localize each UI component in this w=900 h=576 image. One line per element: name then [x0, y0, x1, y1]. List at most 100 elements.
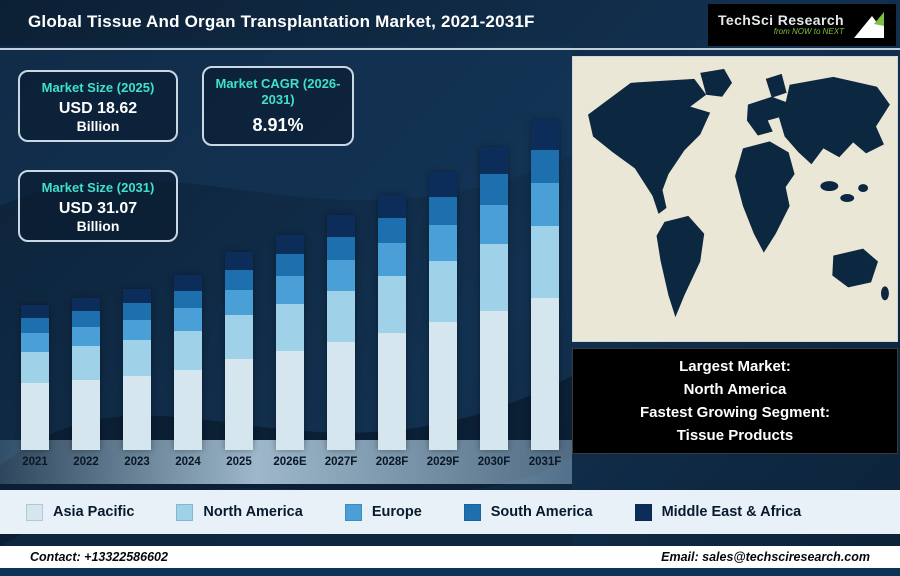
bar-segment-south-america — [429, 196, 457, 225]
bar-segment-south-america — [72, 311, 100, 327]
bar-segment-europe — [123, 319, 151, 341]
page-title: Global Tissue And Organ Transplantation … — [28, 12, 535, 31]
bar-segment-north-america — [123, 340, 151, 376]
stat-value: USD 31.07 — [58, 200, 138, 218]
bar-segment-north-america — [72, 346, 100, 380]
x-axis-label: 2026E — [273, 456, 307, 468]
bar-segment-south-america — [123, 303, 151, 320]
bar-column: 2027F — [318, 215, 364, 472]
x-axis-label: 2021 — [22, 456, 48, 468]
bar-segment-middle-east-africa — [225, 252, 253, 271]
legend-swatch-icon — [344, 503, 362, 521]
bar-segment-europe — [276, 275, 304, 304]
bar-segment-north-america — [225, 315, 253, 360]
bar-segment-europe — [72, 326, 100, 347]
bar-segment-middle-east-africa — [276, 234, 304, 255]
stat-label: Market CAGR (2026-2031) — [215, 76, 341, 108]
bar-segment-north-america — [327, 290, 355, 343]
legend-swatch-icon — [176, 503, 194, 521]
bar-segment-middle-east-africa — [327, 215, 355, 237]
bar-segment-asia-pacific — [276, 350, 304, 450]
bar-segment-europe — [21, 332, 49, 352]
stacked-bar — [327, 215, 355, 450]
bar-segment-north-america — [531, 225, 559, 299]
header — [0, 0, 900, 50]
bar-segment-middle-east-africa — [531, 120, 559, 150]
logo-name: TechSci Research — [718, 11, 844, 28]
bar-column: 2022 — [63, 297, 109, 472]
bar-segment-asia-pacific — [174, 369, 202, 450]
legend-label: Europe — [371, 504, 422, 520]
world-map-panel — [572, 56, 898, 342]
stacked-bar — [480, 146, 508, 450]
stat-unit: Billion — [76, 218, 120, 235]
bar-segment-europe — [378, 243, 406, 277]
legend-item-asia-pacific: Asia Pacific — [26, 503, 135, 521]
bar-segment-middle-east-africa — [378, 194, 406, 218]
x-axis-label: 2025 — [226, 456, 252, 468]
x-axis-label: 2028F — [375, 456, 409, 468]
stacked-bar — [276, 234, 304, 450]
bar-segment-asia-pacific — [378, 332, 406, 450]
bar-segment-middle-east-africa — [429, 171, 457, 197]
bar-column: 2023 — [114, 288, 160, 472]
bar-segment-middle-east-africa — [72, 297, 100, 312]
market-highlights-box: Largest Market: North America Fastest Gr… — [572, 348, 898, 454]
bar-column: 2025 — [216, 252, 262, 472]
contact-phone: Contact: +13322586602 — [30, 550, 168, 564]
legend-item-north-america: North America — [176, 503, 303, 521]
bar-segment-europe — [174, 308, 202, 331]
x-axis-label: 2030F — [477, 456, 511, 468]
legend-label: North America — [203, 504, 303, 520]
bar-segment-asia-pacific — [531, 298, 559, 450]
stacked-bar — [378, 194, 406, 450]
bar-segment-north-america — [480, 243, 508, 311]
stat-box-market-size-2025: Market Size (2025) USD 18.62 Billion — [18, 70, 178, 142]
legend-label: Asia Pacific — [53, 504, 135, 520]
legend: Asia Pacific North America Europe South Ame… — [0, 490, 900, 534]
bar-segment-europe — [531, 182, 559, 226]
bar-segment-south-america — [378, 217, 406, 244]
fastest-segment-value: Tissue Products — [676, 427, 794, 445]
stat-box-market-size-2031: Market Size (2031) USD 31.07 Billion — [18, 170, 178, 242]
footer: Contact: +13322586602 Email: sales@techs… — [0, 546, 900, 568]
logo-tagline: from NOW to NEXT — [773, 27, 844, 37]
x-axis-label: 2031F — [528, 456, 562, 468]
stacked-bar — [123, 288, 151, 450]
bar-segment-europe — [429, 224, 457, 261]
bar-segment-asia-pacific — [21, 383, 49, 450]
fastest-segment-label: Fastest Growing Segment: — [639, 404, 831, 421]
logo-arrow-icon — [853, 12, 884, 38]
stat-label: Market Size (2031) — [41, 180, 155, 195]
bar-segment-north-america — [429, 260, 457, 322]
bar-segment-asia-pacific — [429, 322, 457, 450]
bar-segment-middle-east-africa — [480, 146, 508, 175]
bar-segment-south-america — [21, 318, 49, 333]
stat-label: Market Size (2025) — [41, 80, 155, 95]
x-axis-label: 2022 — [73, 456, 99, 468]
stacked-bar — [429, 171, 457, 450]
stat-box-cagr: Market CAGR (2026-2031) 8.91% — [202, 66, 354, 146]
bar-column: 2030F — [471, 146, 517, 472]
bar-segment-asia-pacific — [123, 375, 151, 450]
bar-segment-south-america — [276, 254, 304, 276]
bar-segment-middle-east-africa — [21, 305, 49, 319]
stat-value: 8.91% — [252, 114, 304, 135]
bar-segment-north-america — [276, 303, 304, 351]
legend-item-middle-east-africa: Middle East & Africa — [634, 503, 801, 521]
largest-market-label: Largest Market: — [679, 357, 791, 375]
bar-segment-south-america — [174, 290, 202, 309]
stacked-bar — [72, 297, 100, 450]
contact-email: Email: sales@techsciresearch.com — [661, 550, 870, 564]
bar-column: 2031F — [522, 120, 568, 472]
stat-unit: Billion — [76, 118, 120, 135]
legend-swatch-icon — [634, 503, 652, 521]
logo-text: TechSci Research from NOW to NEXT — [718, 11, 844, 37]
bar-segment-south-america — [327, 236, 355, 261]
bar-chart: 2021 2022 2023 2024 2025 2026E 2027F 2028F 2029F… — [12, 112, 568, 472]
legend-swatch-icon — [26, 503, 43, 521]
legend-label: South America — [490, 504, 593, 520]
bar-segment-south-america — [480, 174, 508, 205]
x-axis-label: 2029F — [426, 456, 460, 468]
